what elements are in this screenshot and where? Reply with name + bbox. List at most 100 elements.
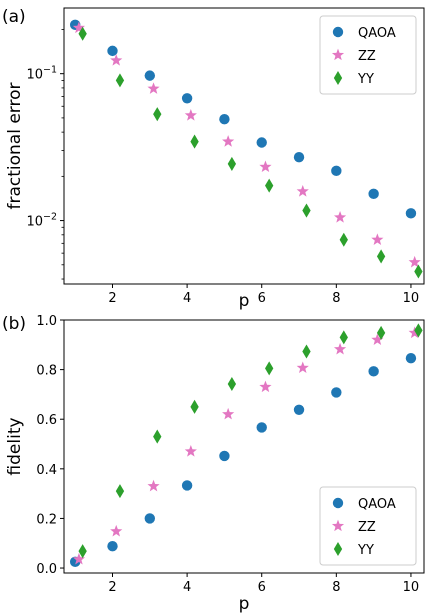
data-point bbox=[115, 484, 125, 499]
series-zz bbox=[72, 21, 421, 268]
y-tick-label: 0.4 bbox=[36, 463, 57, 478]
legend-entry: YY bbox=[357, 72, 374, 87]
x-tick-label: 6 bbox=[258, 580, 266, 595]
data-point bbox=[110, 524, 123, 537]
x-tick-label: 8 bbox=[332, 291, 340, 306]
x-tick-label: 8 bbox=[332, 580, 340, 595]
x-tick-label: 10 bbox=[403, 580, 420, 595]
data-point bbox=[259, 380, 272, 393]
data-point bbox=[293, 152, 305, 163]
x-axis-label: p bbox=[239, 291, 250, 311]
series-yy bbox=[78, 323, 423, 559]
data-point bbox=[331, 165, 342, 177]
data-point bbox=[147, 479, 160, 492]
chart-panel-2: (b) 2 4 6 8 10 0.0 0.2 0.4 0.6 0.8 1.0 p fidelity QAOA… bbox=[2, 314, 425, 613]
data-point bbox=[72, 21, 86, 34]
panel-label: (a) bbox=[2, 7, 26, 27]
data-point bbox=[368, 366, 379, 377]
x-axis-label: p bbox=[239, 594, 250, 613]
legend-marker bbox=[332, 497, 344, 509]
data-point bbox=[265, 178, 274, 193]
data-point bbox=[333, 211, 347, 223]
data-point bbox=[153, 429, 162, 444]
data-point bbox=[331, 387, 342, 398]
data-point bbox=[256, 137, 267, 148]
data-point bbox=[190, 134, 199, 149]
legend-entry: ZZ bbox=[358, 49, 376, 64]
data-point bbox=[371, 233, 384, 245]
data-point bbox=[184, 109, 197, 121]
data-point bbox=[147, 82, 160, 94]
legend-entry: YY bbox=[357, 543, 374, 558]
data-point bbox=[296, 184, 309, 197]
data-point bbox=[339, 330, 348, 345]
data-point bbox=[368, 188, 379, 200]
data-point bbox=[376, 249, 386, 264]
series-zz bbox=[72, 326, 421, 565]
data-point bbox=[414, 264, 423, 279]
y-tick-label: 0.0 bbox=[36, 562, 57, 577]
data-point bbox=[293, 404, 305, 415]
data-point bbox=[405, 208, 417, 219]
data-point bbox=[376, 325, 386, 340]
data-point bbox=[259, 160, 272, 173]
data-point bbox=[227, 156, 237, 171]
data-point bbox=[72, 552, 86, 565]
x-tick-label: 4 bbox=[183, 291, 191, 306]
data-point bbox=[302, 203, 311, 218]
legend-marker bbox=[331, 519, 345, 532]
y-tick-label: 0.8 bbox=[36, 364, 57, 379]
legend-marker bbox=[331, 48, 345, 61]
data-point bbox=[153, 107, 162, 122]
x-tick-label: 4 bbox=[183, 580, 191, 595]
data-point bbox=[408, 255, 421, 268]
legend-box bbox=[319, 15, 417, 95]
y-axis-label: fidelity bbox=[5, 417, 25, 475]
data-point bbox=[302, 344, 311, 359]
data-point bbox=[371, 333, 384, 346]
y-tick-label: 10−1 bbox=[26, 65, 57, 83]
data-point bbox=[222, 135, 235, 147]
data-point bbox=[110, 54, 123, 66]
data-point bbox=[181, 480, 193, 491]
data-point bbox=[78, 26, 87, 41]
legend-entry: QAOA bbox=[358, 26, 396, 41]
data-point bbox=[184, 445, 197, 457]
data-point bbox=[78, 544, 87, 559]
data-point bbox=[296, 361, 309, 374]
data-point bbox=[115, 73, 125, 88]
legend-entry: ZZ bbox=[358, 520, 376, 535]
axes-frame bbox=[63, 7, 425, 285]
data-point bbox=[107, 541, 118, 552]
legend-marker bbox=[333, 541, 343, 557]
data-point bbox=[144, 70, 156, 81]
chart-panel-1: (a) 2 4 6 8 10 10−1 10−2 p fractional error QAOA ZZ… bbox=[2, 7, 425, 311]
legend-box bbox=[319, 486, 417, 566]
x-tick-label: 6 bbox=[258, 291, 266, 306]
data-point bbox=[405, 352, 417, 364]
data-point bbox=[107, 45, 118, 57]
axes-frame bbox=[63, 319, 425, 574]
series-yy bbox=[78, 26, 423, 279]
panel-label: (b) bbox=[2, 314, 26, 334]
data-point bbox=[227, 376, 237, 392]
y-tick-label: 0.2 bbox=[36, 512, 57, 527]
data-point bbox=[219, 113, 230, 125]
legend-marker bbox=[332, 26, 344, 38]
y-tick-label: 1.0 bbox=[36, 314, 57, 329]
legend: QAOA ZZ YY bbox=[319, 486, 417, 566]
data-point bbox=[408, 326, 421, 339]
data-point bbox=[256, 422, 267, 433]
x-tick-label: 10 bbox=[403, 291, 420, 306]
data-point bbox=[190, 399, 199, 414]
legend-marker bbox=[333, 70, 343, 86]
x-tick-label: 2 bbox=[108, 580, 116, 595]
y-axis-label: fractional error bbox=[5, 82, 25, 209]
data-point bbox=[339, 232, 348, 247]
data-point bbox=[219, 450, 230, 462]
y-tick-label: 0.6 bbox=[36, 413, 57, 428]
data-point bbox=[414, 323, 423, 338]
series-qaoa bbox=[69, 352, 417, 568]
legend: QAOA ZZ YY bbox=[319, 15, 417, 95]
